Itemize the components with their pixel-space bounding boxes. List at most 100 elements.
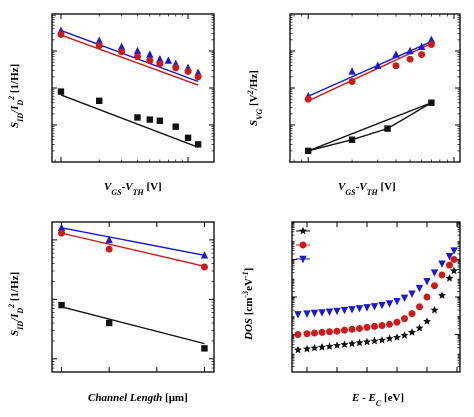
data-point xyxy=(156,55,164,63)
data-point xyxy=(385,300,394,308)
y-axis-label-d-part: ] xyxy=(243,268,255,272)
y-axis-label-b-part: VG xyxy=(255,109,264,120)
data-point xyxy=(427,35,436,44)
data-point xyxy=(184,67,192,75)
data-point xyxy=(105,235,113,244)
data-point xyxy=(378,322,386,330)
x-axis-label-a-part: TH xyxy=(133,188,145,197)
data-point xyxy=(438,291,446,299)
data-point xyxy=(164,56,173,64)
fit-line xyxy=(307,42,432,102)
data-point xyxy=(385,334,394,343)
y-axis-label-c-part: ID xyxy=(16,321,25,331)
data-point xyxy=(340,306,349,315)
panel-0 xyxy=(51,13,215,163)
x-axis-label-b-part: -V xyxy=(356,181,369,193)
x-axis-label-b-part: [V] xyxy=(378,181,396,193)
y-axis-label-a-part: D xyxy=(16,100,25,107)
x-axis-label-a-part: GS xyxy=(111,188,122,197)
data-point xyxy=(348,306,356,314)
panel-2 xyxy=(51,221,215,373)
data-point xyxy=(133,53,141,61)
x-axis-label-a-part: V xyxy=(104,181,113,193)
data-point xyxy=(310,309,319,318)
y-axis-label-d-part: -1 xyxy=(241,271,250,278)
data-point xyxy=(406,55,414,63)
plot-frame xyxy=(289,13,461,163)
data-point xyxy=(311,329,318,337)
legend-marker xyxy=(299,255,307,264)
data-point xyxy=(304,95,312,103)
y-axis-label-d: DOS [cm-3eV-1] xyxy=(241,268,256,341)
data-point xyxy=(172,123,179,130)
data-point xyxy=(194,73,202,81)
fit-line xyxy=(61,227,205,257)
data-point xyxy=(371,322,378,330)
data-point xyxy=(416,303,423,311)
data-point xyxy=(200,251,209,259)
data-point xyxy=(200,263,208,271)
data-point xyxy=(201,345,208,352)
y-axis-label-b-part: [V xyxy=(248,94,260,108)
data-point xyxy=(57,223,66,231)
panel-1 xyxy=(289,13,461,163)
data-point xyxy=(438,260,446,268)
y-axis-label-c-part: 2 xyxy=(7,304,16,309)
y-axis-label-a-part: [1/Hz] xyxy=(9,64,21,96)
data-point xyxy=(446,261,453,269)
fit-line xyxy=(307,102,432,152)
legend-marker xyxy=(299,226,307,235)
fit-line xyxy=(60,29,199,83)
data-point xyxy=(146,50,154,58)
data-point xyxy=(445,252,454,261)
data-point xyxy=(117,42,126,50)
y-axis-label-c-part: S xyxy=(9,330,21,336)
data-point xyxy=(428,99,435,106)
data-point xyxy=(401,315,408,323)
y-axis-label-c-part: [1/Hz] xyxy=(9,272,21,304)
data-point xyxy=(325,342,334,350)
data-point xyxy=(57,30,65,38)
data-point xyxy=(318,309,326,317)
x-axis-label-b: VGS-VTH [V] xyxy=(338,181,396,197)
data-point xyxy=(146,57,154,65)
data-point xyxy=(386,320,393,328)
x-axis-label-b-part: TH xyxy=(367,188,379,197)
data-point xyxy=(318,343,326,351)
data-point xyxy=(415,284,424,293)
data-point xyxy=(363,304,371,312)
data-point xyxy=(423,277,431,286)
data-point xyxy=(105,245,113,253)
data-point xyxy=(348,77,356,85)
data-point xyxy=(355,338,364,347)
data-point xyxy=(408,310,416,318)
x-axis-label-a-part: [V] xyxy=(144,181,162,193)
data-point xyxy=(294,345,302,354)
data-point xyxy=(57,88,65,95)
legend-marker xyxy=(299,241,307,249)
data-point xyxy=(415,323,424,332)
data-point xyxy=(172,64,180,72)
y-axis-label-a-part: /I xyxy=(9,105,21,114)
data-point xyxy=(400,331,409,339)
data-point xyxy=(450,256,458,263)
y-axis-label-d-part: DOS xyxy=(243,315,255,341)
data-point xyxy=(393,333,401,341)
x-axis-label-b-part: GS xyxy=(345,188,356,197)
y-axis-label-c-part: D xyxy=(16,308,25,315)
x-axis-label-a-part: -V xyxy=(122,181,135,193)
data-point xyxy=(363,337,371,346)
x-axis-label-d: E - EC [eV] xyxy=(351,392,404,408)
y-axis-label-b: SVG [V2/Hz] xyxy=(246,70,264,126)
data-point xyxy=(418,51,426,59)
data-point xyxy=(348,136,356,143)
data-point xyxy=(450,266,458,275)
data-point xyxy=(146,116,154,123)
data-point xyxy=(408,290,416,298)
data-point xyxy=(355,305,364,313)
data-point xyxy=(333,327,341,335)
fit-line xyxy=(61,306,205,345)
data-point xyxy=(96,97,103,105)
y-axis-label-d-part: -3 xyxy=(241,291,250,298)
